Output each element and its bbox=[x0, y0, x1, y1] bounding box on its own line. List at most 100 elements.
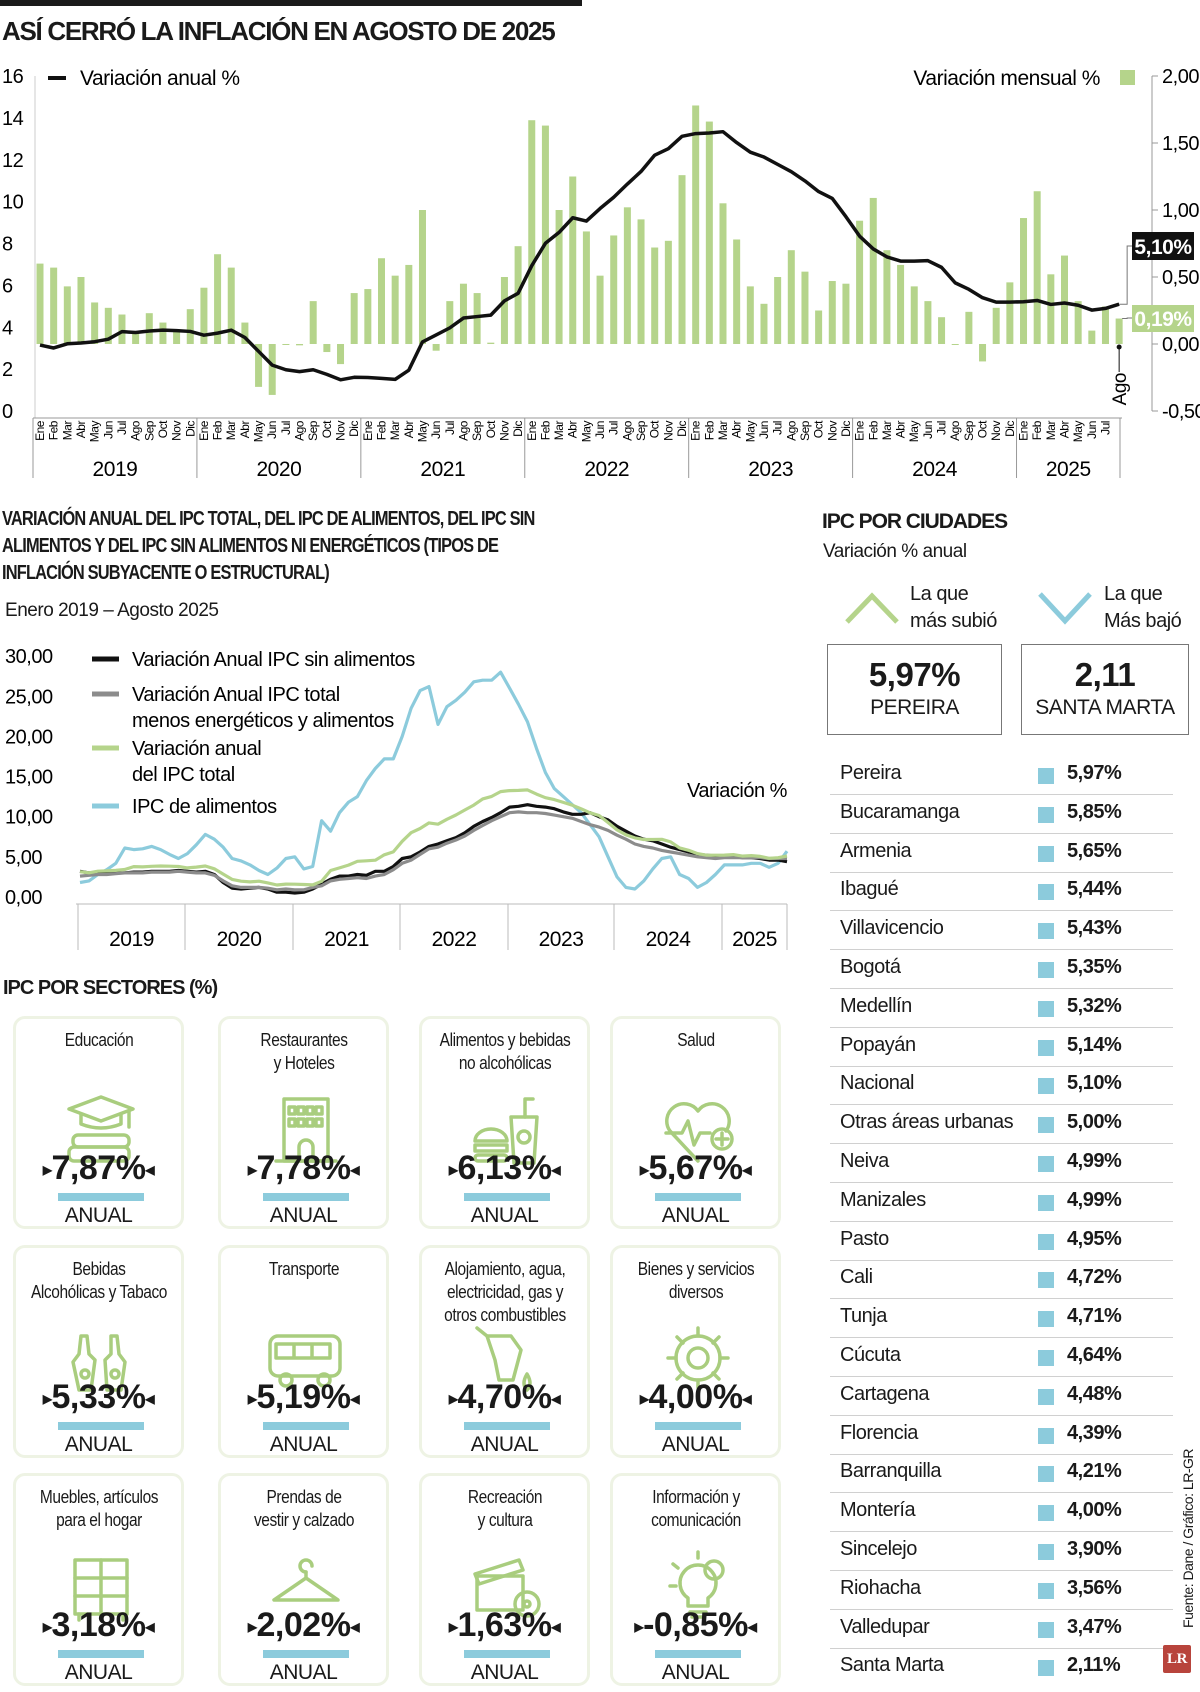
city-swatch bbox=[1038, 1078, 1054, 1095]
lightbulb-gear-icon bbox=[668, 1550, 725, 1619]
lr-logo: LR bbox=[1163, 1645, 1191, 1673]
city-value: 5,85% bbox=[1067, 800, 1122, 823]
month-label: Feb bbox=[702, 420, 716, 440]
y-tick-label: 15,00 bbox=[5, 767, 53, 789]
monthly-bar bbox=[897, 264, 905, 344]
city-name: Bucaramanga bbox=[840, 800, 960, 823]
city-swatch bbox=[1038, 923, 1054, 940]
month-label: Nov bbox=[497, 421, 511, 441]
sector-value-wrap: ▸5,67%◂ bbox=[613, 1149, 778, 1188]
legend-bar-swatch bbox=[1120, 70, 1135, 85]
month-label: Nov bbox=[334, 421, 348, 441]
source-note: Fuente: Dane / Gráfico: LR-GR bbox=[1180, 1448, 1196, 1628]
month-label: Nov bbox=[170, 421, 184, 441]
arrow-right-icon: ▸ bbox=[639, 1388, 649, 1409]
city-row: Medellín 5,32% bbox=[830, 989, 1173, 1028]
sector-value-wrap: ▸4,70%◂ bbox=[422, 1378, 587, 1417]
right-tick-label: -0,50 bbox=[1162, 401, 1200, 423]
city-row: Barranquilla 4,21% bbox=[830, 1454, 1173, 1494]
city-name: Nacional bbox=[840, 1072, 914, 1095]
arrow-left-icon: ◂ bbox=[747, 1616, 757, 1637]
y-tick-label: 10,00 bbox=[5, 807, 53, 829]
city-row: Sincelejo 3,90% bbox=[830, 1532, 1173, 1571]
city-row: Armenia 5,65% bbox=[830, 834, 1173, 873]
month-label: Dic bbox=[511, 421, 525, 437]
sector-value-wrap: ▸-0,85%◂ bbox=[613, 1606, 778, 1645]
sector-value-wrap: ▸2,02%◂ bbox=[221, 1606, 386, 1645]
month-label: Jun bbox=[101, 421, 115, 439]
chart2-subtitle: Enero 2019 – Agosto 2025 bbox=[5, 600, 219, 621]
monthly-bar bbox=[159, 322, 167, 344]
month-label: Feb bbox=[47, 420, 61, 440]
sector-label: Salud bbox=[676, 1030, 715, 1050]
monthly-bar bbox=[992, 307, 1000, 344]
top-rule bbox=[0, 0, 582, 6]
arrow-right-icon: ▸ bbox=[247, 1616, 257, 1637]
highest-city: PEREIRA bbox=[870, 696, 959, 719]
monthly-bar bbox=[623, 207, 631, 344]
month-label: Oct bbox=[812, 420, 826, 438]
sector-card: Bebidas Alcohólicas y Tabaco ▸5,33%◂ ANU… bbox=[13, 1245, 184, 1458]
city-name: Cali bbox=[840, 1266, 873, 1289]
sector-underline bbox=[58, 1422, 144, 1430]
year-label: 2020 bbox=[256, 458, 301, 481]
month-label: Ene bbox=[361, 420, 375, 441]
city-swatch bbox=[1038, 1388, 1054, 1405]
month-label: Dic bbox=[839, 421, 853, 437]
sector-underline bbox=[464, 1193, 550, 1201]
sector-value: 1,63% bbox=[457, 1606, 552, 1644]
month-label: Jun bbox=[429, 421, 443, 439]
year-label: 2025 bbox=[732, 928, 777, 951]
month-label: Abr bbox=[238, 421, 252, 439]
city-value: 5,97% bbox=[1067, 762, 1122, 784]
left-tick-label: 6 bbox=[2, 275, 13, 297]
month-label: Dic bbox=[1003, 421, 1017, 437]
sector-label: Prendas de vestir y calzado bbox=[253, 1487, 354, 1530]
sector-card: Alojamiento, agua, electricidad, gas y o… bbox=[419, 1245, 590, 1458]
sector-period: ANUAL bbox=[661, 1204, 730, 1227]
city-name: Valledupar bbox=[840, 1615, 930, 1638]
sector-value-wrap: ▸5,19%◂ bbox=[221, 1378, 386, 1417]
month-label: Ago bbox=[948, 420, 962, 441]
city-row: Ibagué 5,44% bbox=[830, 872, 1173, 912]
monthly-bar bbox=[951, 344, 959, 345]
monthly-bar bbox=[541, 125, 549, 344]
hotel-building-icon bbox=[274, 1097, 338, 1163]
sector-underline bbox=[464, 1422, 550, 1430]
monthly-bar bbox=[705, 121, 713, 344]
city-name: Neiva bbox=[840, 1150, 889, 1172]
month-label: Mar bbox=[1044, 421, 1058, 441]
month-label: Mar bbox=[224, 421, 238, 441]
arrow-right-icon: ▸ bbox=[42, 1616, 52, 1637]
city-swatch bbox=[1038, 1272, 1054, 1289]
city-value: 4,39% bbox=[1067, 1421, 1122, 1444]
film-clapper-icon bbox=[473, 1558, 541, 1618]
monthly-bar bbox=[241, 322, 249, 344]
city-name: Ibagué bbox=[840, 878, 899, 901]
sector-value: 7,78% bbox=[256, 1149, 351, 1187]
month-label: Abr bbox=[566, 421, 580, 439]
sector-value: 4,00% bbox=[648, 1378, 743, 1416]
city-name: Otras áreas urbanas bbox=[840, 1111, 1014, 1134]
gear-wrench-icon bbox=[666, 1326, 730, 1390]
monthly-bar bbox=[596, 275, 604, 344]
city-swatch bbox=[1038, 1117, 1054, 1134]
city-name: Cúcuta bbox=[840, 1344, 901, 1366]
monthly-bar bbox=[856, 220, 864, 344]
month-label: May bbox=[88, 421, 102, 443]
sector-label: Muebles, artículos para el hogar bbox=[39, 1487, 158, 1530]
annual-line bbox=[39, 129, 1120, 382]
monthly-bar bbox=[774, 277, 782, 344]
city-name: Pereira bbox=[840, 762, 902, 784]
left-tick-label: 14 bbox=[2, 108, 24, 130]
city-row: Montería 4,00% bbox=[830, 1493, 1173, 1533]
right-tick-label: 2,00 bbox=[1162, 66, 1199, 88]
city-swatch bbox=[1038, 1466, 1054, 1483]
last-month-label: Ago bbox=[1110, 373, 1131, 405]
sector-value: 3,18% bbox=[51, 1606, 146, 1644]
month-label: Abr bbox=[402, 421, 416, 439]
city-name: Florencia bbox=[840, 1421, 918, 1444]
city-value: 4,48% bbox=[1067, 1382, 1122, 1405]
monthly-bar bbox=[63, 286, 71, 344]
month-label: Dic bbox=[675, 421, 689, 437]
